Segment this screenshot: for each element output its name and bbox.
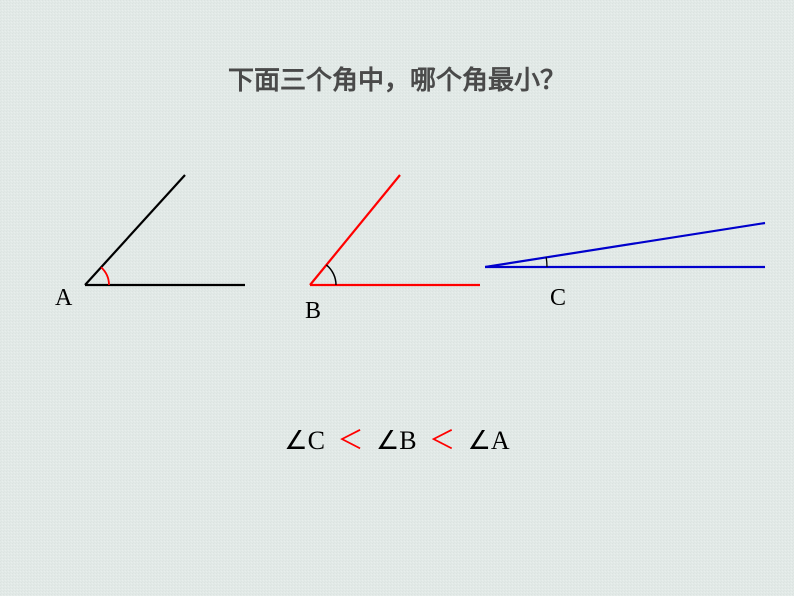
question-title: 下面三个角中，哪个角最小？ xyxy=(0,60,794,97)
angle-a-label: A xyxy=(55,285,72,312)
angle-b-label: B xyxy=(305,298,321,325)
less-than-2: ＜ xyxy=(423,426,461,455)
ineq-term-b: ∠B xyxy=(376,426,417,455)
angle-a-figure xyxy=(55,165,255,305)
ineq-term-c: ∠C xyxy=(284,426,325,455)
angles-row: A B C xyxy=(0,150,794,330)
less-than-1: ＜ xyxy=(331,426,369,455)
inequality-expression: ∠C ＜ ∠B ＜ ∠A xyxy=(0,420,794,457)
ineq-term-a: ∠A xyxy=(468,426,510,455)
angle-c-label: C xyxy=(550,285,566,312)
angle-b-figure xyxy=(290,165,490,305)
angle-c-figure xyxy=(485,165,775,305)
